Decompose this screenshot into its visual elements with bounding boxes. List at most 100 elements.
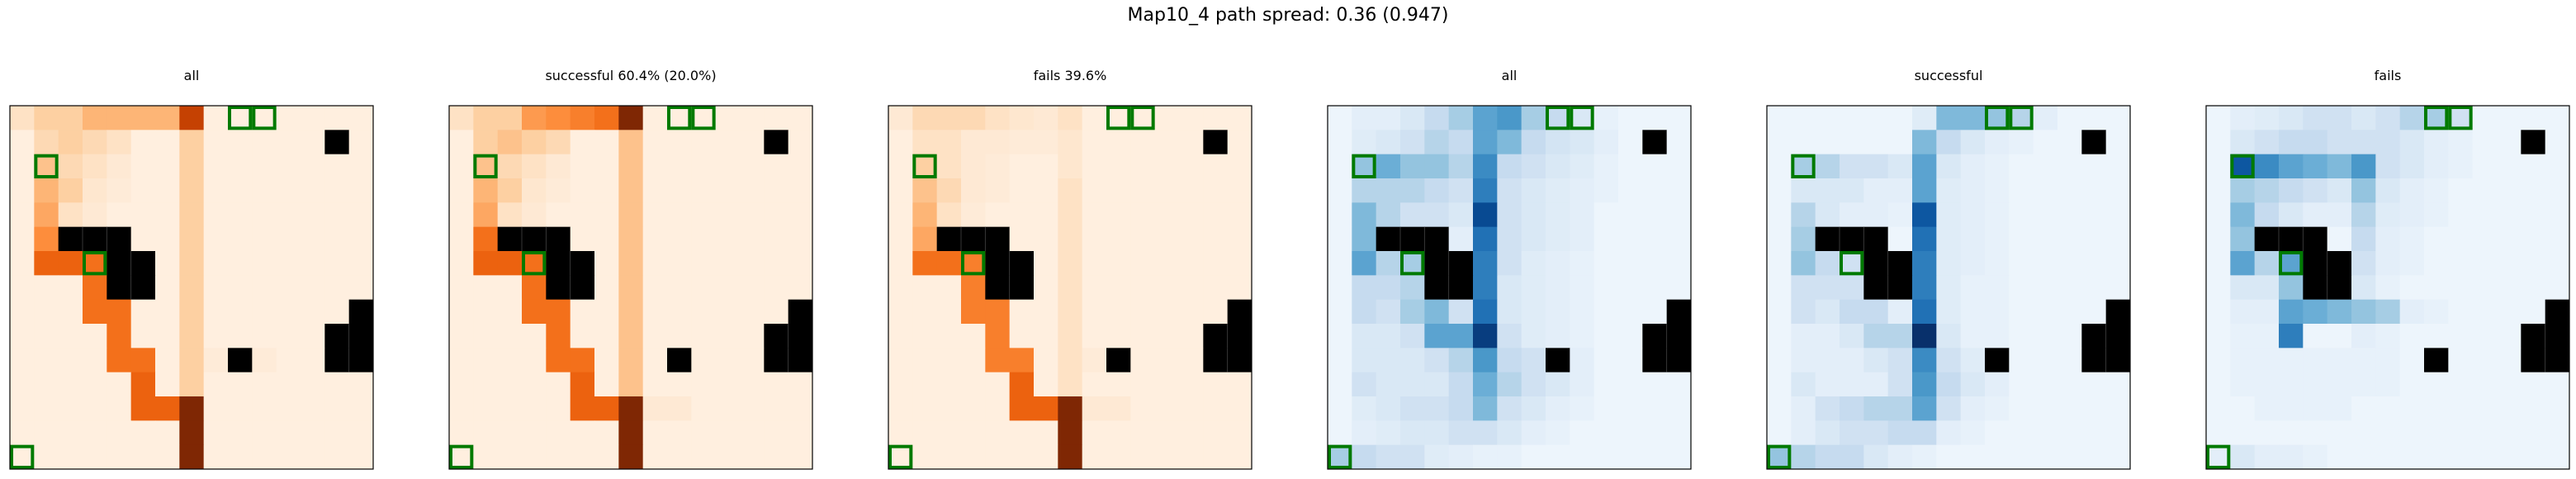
heatmap-cell <box>34 275 59 301</box>
heatmap-cell <box>691 324 717 349</box>
heatmap-cell <box>1376 251 1401 276</box>
heatmap-cell <box>252 251 277 276</box>
heatmap-cell <box>1328 348 1352 373</box>
heatmap-cell <box>1497 275 1522 301</box>
heatmap-cell <box>2351 130 2376 155</box>
heatmap-cell <box>58 154 83 179</box>
heatmap-cell <box>1497 154 1522 179</box>
panel-title-4: all <box>1501 68 1518 83</box>
heatmap-cell <box>324 420 350 446</box>
heatmap-cell <box>1666 372 1692 397</box>
obstacle-cell <box>2327 251 2352 276</box>
heatmap-cell <box>1960 130 1986 155</box>
heatmap-cell <box>888 299 913 325</box>
heatmap-cell <box>1473 444 1498 470</box>
heatmap-cell <box>1179 154 1204 179</box>
heatmap-cell <box>1009 154 1035 179</box>
heatmap-cell <box>740 202 765 228</box>
heatmap-cell <box>2448 178 2474 203</box>
obstacle-cell <box>764 130 789 155</box>
heatmap-cell <box>130 372 156 397</box>
heatmap-cell <box>252 444 277 470</box>
heatmap-cell <box>2327 444 2352 470</box>
heatmap-cell <box>1570 324 1595 349</box>
heatmap-cell <box>1618 324 1643 349</box>
heatmap-cell <box>1767 106 1792 130</box>
heatmap-cell <box>1227 372 1252 397</box>
heatmap-cell <box>1887 324 1913 349</box>
heatmap-cell <box>618 130 644 155</box>
obstacle-cell <box>2081 348 2107 373</box>
heatmap-cell <box>449 396 474 421</box>
heatmap-cell <box>1082 324 1107 349</box>
heatmap-cell <box>788 420 813 446</box>
heatmap-cell <box>2497 178 2522 203</box>
heatmap-cell <box>1912 106 1937 130</box>
heatmap-cell <box>912 226 938 252</box>
heatmap-cell <box>2279 372 2304 397</box>
heatmap-cell <box>522 444 547 470</box>
heatmap-cell <box>1593 251 1619 276</box>
heatmap-cell <box>546 324 571 349</box>
heatmap-cell <box>2033 372 2058 397</box>
heatmap-cell <box>1352 444 1377 470</box>
heatmap-cell <box>1352 130 1377 155</box>
heatmap-cell <box>1887 444 1913 470</box>
heatmap-cell <box>1618 154 1643 179</box>
heatmap-cell <box>2033 106 2058 130</box>
heatmap-cell <box>1570 396 1595 421</box>
heatmap-cell <box>58 444 83 470</box>
heatmap-cell <box>642 202 668 228</box>
heatmap-cell <box>522 299 547 325</box>
heatmap-cell <box>2497 299 2522 325</box>
heatmap-cell <box>2399 372 2425 397</box>
heatmap-cell <box>2545 130 2570 155</box>
heatmap-cell <box>2521 178 2546 203</box>
heatmap-cell <box>888 420 913 446</box>
goal-marker <box>2230 154 2255 179</box>
heatmap-cell <box>1082 202 1107 228</box>
heatmap-cell <box>10 251 35 276</box>
heatmap-cell <box>522 106 547 130</box>
heatmap-cell <box>2057 348 2082 373</box>
heatmap-cell <box>130 444 156 470</box>
obstacle-cell <box>1227 348 1252 373</box>
heatmap-cell <box>497 324 523 349</box>
heatmap-cell <box>1546 226 1570 252</box>
heatmap-cell <box>34 106 59 130</box>
heatmap-cell <box>155 226 180 252</box>
heatmap-cell <box>2351 348 2376 373</box>
heatmap-cell <box>961 444 986 470</box>
obstacle-cell <box>985 275 1011 301</box>
heatmap-cell <box>1815 275 1840 301</box>
heatmap-cell <box>1497 348 1522 373</box>
obstacle-cell <box>1448 251 1474 276</box>
heatmap-cell <box>618 251 644 276</box>
heatmap-cell <box>179 106 205 130</box>
heatmap-cell <box>1034 226 1058 252</box>
heatmap-cell <box>1154 299 1180 325</box>
heatmap-cell <box>2230 226 2256 252</box>
heatmap-cell <box>1328 226 1352 252</box>
heatmap-cell <box>1130 130 1156 155</box>
heatmap-cell <box>1009 396 1035 421</box>
heatmap-cell <box>1887 154 1913 179</box>
heatmap-cell <box>570 348 595 373</box>
heatmap-cell <box>2424 275 2449 301</box>
heatmap-cell <box>10 444 35 470</box>
goal-marker <box>1840 251 1864 276</box>
heatmap-cell <box>1815 251 1840 276</box>
heatmap-cell <box>2303 348 2328 373</box>
heatmap-cell <box>1400 396 1425 421</box>
heatmap-cell <box>1227 444 1252 470</box>
heatmap-cell <box>155 251 180 276</box>
heatmap-cell <box>1227 226 1252 252</box>
heatmap-cell <box>1960 275 1986 301</box>
heatmap-cell <box>1521 226 1546 252</box>
heatmap-cell <box>1521 178 1546 203</box>
heatmap-cell <box>203 372 229 397</box>
heatmap-cell <box>2472 106 2498 130</box>
heatmap-cell <box>58 251 83 276</box>
heatmap-cell <box>2351 299 2376 325</box>
heatmap-cell <box>1887 178 1913 203</box>
